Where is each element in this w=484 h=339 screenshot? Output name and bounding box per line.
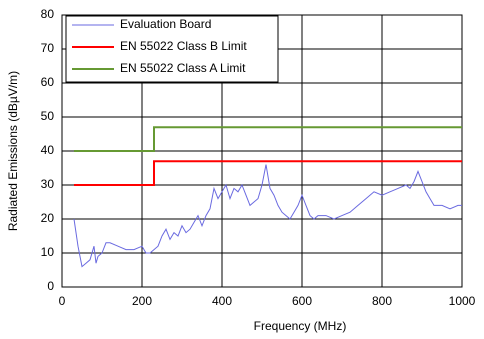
y-tick-label: 30 bbox=[41, 177, 55, 191]
series-line bbox=[74, 126, 462, 152]
legend-label: EN 55022 Class B Limit bbox=[120, 39, 247, 53]
y-tick-label: 0 bbox=[47, 279, 54, 293]
x-axis-label: Frequency (MHz) bbox=[254, 319, 347, 333]
legend-label: EN 55022 Class A Limit bbox=[120, 61, 246, 75]
x-tick-label: 200 bbox=[132, 294, 152, 308]
y-tick-label: 80 bbox=[41, 7, 55, 21]
x-tick-label: 0 bbox=[59, 294, 66, 308]
plot-frame bbox=[61, 14, 463, 288]
x-tick-label: 400 bbox=[212, 294, 232, 308]
y-tick-label: 50 bbox=[41, 109, 55, 123]
y-tick-label: 40 bbox=[41, 143, 55, 157]
legend-label: Evaluation Board bbox=[120, 17, 211, 31]
series-line bbox=[74, 160, 462, 186]
y-tick-label: 60 bbox=[41, 75, 55, 89]
x-tick-label: 600 bbox=[292, 294, 312, 308]
y-tick-label: 10 bbox=[41, 245, 55, 259]
legend-box bbox=[65, 15, 279, 83]
y-tick-label: 70 bbox=[41, 41, 55, 55]
y-axis-label: Radiated Emissions (dBµV/m) bbox=[6, 71, 20, 231]
x-tick-label: 1000 bbox=[449, 294, 476, 308]
series-line bbox=[73, 164, 462, 268]
x-tick-label: 800 bbox=[372, 294, 392, 308]
y-tick-label: 20 bbox=[41, 211, 55, 225]
